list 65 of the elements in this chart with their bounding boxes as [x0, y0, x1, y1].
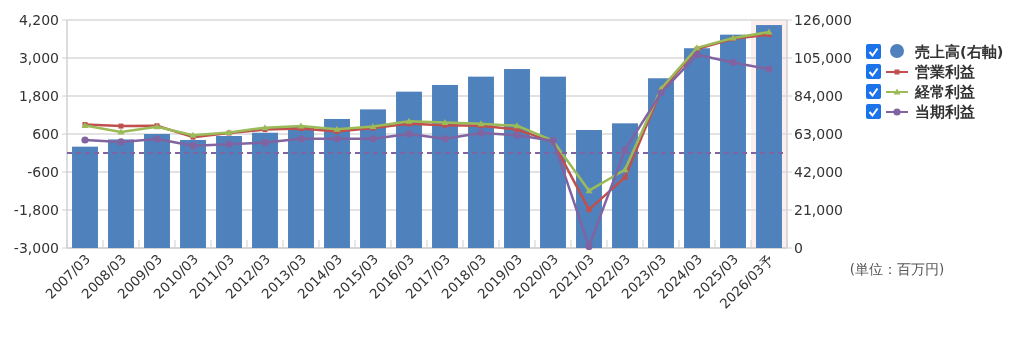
bar: [396, 91, 422, 248]
legend-label: 当期利益: [915, 104, 975, 120]
point: [117, 128, 125, 135]
point: [586, 207, 592, 213]
bar: [684, 48, 710, 248]
bar: [720, 34, 746, 248]
point: [189, 142, 197, 150]
y2-tick-label: 84,000: [794, 88, 843, 104]
point: [441, 135, 449, 143]
y2-tick-label: 21,000: [794, 202, 843, 218]
point: [333, 135, 341, 143]
bar: [72, 146, 98, 248]
point: [297, 122, 305, 129]
bar: [324, 118, 350, 248]
y-tick-label: 4,200: [18, 12, 59, 28]
legend-label: 経常利益: [914, 84, 975, 100]
point: [118, 123, 124, 129]
y2-tick-label: 105,000: [794, 50, 852, 66]
bar: [360, 109, 386, 248]
bar: [180, 139, 206, 248]
bar: [432, 84, 458, 248]
legend-label: 営業利益: [915, 64, 975, 80]
bar: [468, 76, 494, 248]
bar: [108, 139, 134, 248]
point: [405, 130, 413, 138]
bar: [540, 76, 566, 248]
point: [765, 28, 773, 35]
y2-tick-label: 126,000: [794, 12, 852, 28]
bar: [504, 69, 530, 248]
point: [297, 135, 305, 143]
text: (単位：百万円): [849, 261, 945, 277]
point: [225, 140, 233, 148]
y-tick-label: -3,000: [13, 240, 59, 256]
point: [153, 135, 161, 143]
legend-label: 売上高(右軸): [915, 43, 1004, 60]
legend-item: 営業利益: [866, 64, 975, 80]
point: [585, 187, 593, 194]
y2-tick-label: 63,000: [794, 126, 843, 142]
y2-tick-label: 0: [794, 240, 803, 256]
legend-item: 当期利益: [866, 104, 975, 120]
bar: [252, 132, 278, 248]
point: [261, 138, 269, 147]
y-tick-label: -600: [27, 164, 59, 180]
y-tick-label: 3,000: [18, 50, 59, 66]
bar: [216, 135, 242, 248]
point: [729, 58, 737, 67]
y-tick-label: 1,800: [18, 88, 59, 104]
point: [693, 51, 701, 59]
point: [477, 129, 485, 137]
point: [585, 242, 593, 251]
legend-item: 経常利益: [866, 84, 975, 100]
y2-tick-label: 42,000: [794, 164, 843, 180]
y-tick-label: -1,800: [13, 202, 59, 218]
point: [765, 65, 773, 73]
point: [81, 136, 89, 144]
point: [117, 138, 125, 146]
point: [513, 131, 521, 139]
point: [369, 135, 377, 143]
point: [622, 174, 628, 180]
y-tick-label: 600: [32, 126, 59, 142]
bar: [144, 134, 170, 248]
point: [621, 146, 629, 154]
legend-item: 売上高(右軸): [866, 44, 1004, 60]
bar: [648, 78, 674, 248]
point: [405, 117, 413, 124]
